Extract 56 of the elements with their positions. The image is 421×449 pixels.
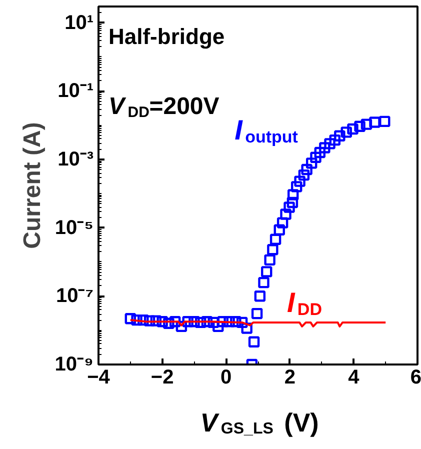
point — [248, 336, 260, 348]
point — [276, 217, 288, 228]
point — [280, 208, 292, 220]
y-tick-label: 10⁻⁵ — [54, 216, 94, 239]
point — [286, 196, 298, 208]
point — [261, 266, 272, 278]
point — [251, 308, 263, 320]
point — [287, 189, 299, 200]
point — [314, 146, 326, 158]
y-axis-title: Current (A) — [18, 122, 46, 249]
point — [236, 316, 248, 328]
y-tick-label: 10⁻³ — [58, 148, 94, 170]
point — [270, 234, 282, 245]
point — [379, 116, 390, 128]
y-tick-label: 10⁻¹ — [58, 80, 94, 102]
point — [324, 138, 336, 150]
x-tick-label: 2 — [284, 366, 296, 388]
x-axis-title: VGS_LS (V) — [200, 408, 319, 438]
point — [124, 313, 136, 324]
point — [298, 169, 310, 181]
point — [258, 276, 270, 288]
point — [163, 318, 174, 329]
point — [329, 134, 340, 146]
point — [267, 244, 278, 256]
point — [319, 142, 330, 154]
point — [156, 316, 168, 328]
annotation: Half-bridge — [108, 24, 225, 49]
point — [347, 123, 358, 135]
point — [241, 322, 252, 334]
point — [354, 120, 366, 132]
point — [340, 126, 352, 138]
point — [291, 181, 302, 192]
x-tick-label: 6 — [410, 366, 421, 388]
point — [169, 316, 181, 328]
point — [294, 176, 306, 187]
point — [150, 315, 162, 326]
point — [369, 116, 380, 128]
point — [310, 152, 322, 164]
point — [301, 164, 312, 176]
x-tick-label: 4 — [348, 366, 360, 388]
point — [274, 224, 285, 236]
point — [212, 320, 224, 332]
point — [264, 254, 276, 266]
point — [306, 158, 318, 169]
point — [176, 320, 188, 332]
x-tick-label: −2 — [150, 366, 174, 388]
point — [194, 316, 206, 328]
y-tick-label: 10⁻⁷ — [56, 285, 94, 308]
point — [254, 290, 266, 302]
point — [144, 315, 156, 326]
point — [182, 316, 194, 328]
x-tick-label: 0 — [220, 366, 232, 388]
y-tick-label: 10¹ — [64, 12, 94, 34]
point — [360, 118, 372, 130]
point — [284, 202, 295, 213]
point — [334, 130, 346, 142]
